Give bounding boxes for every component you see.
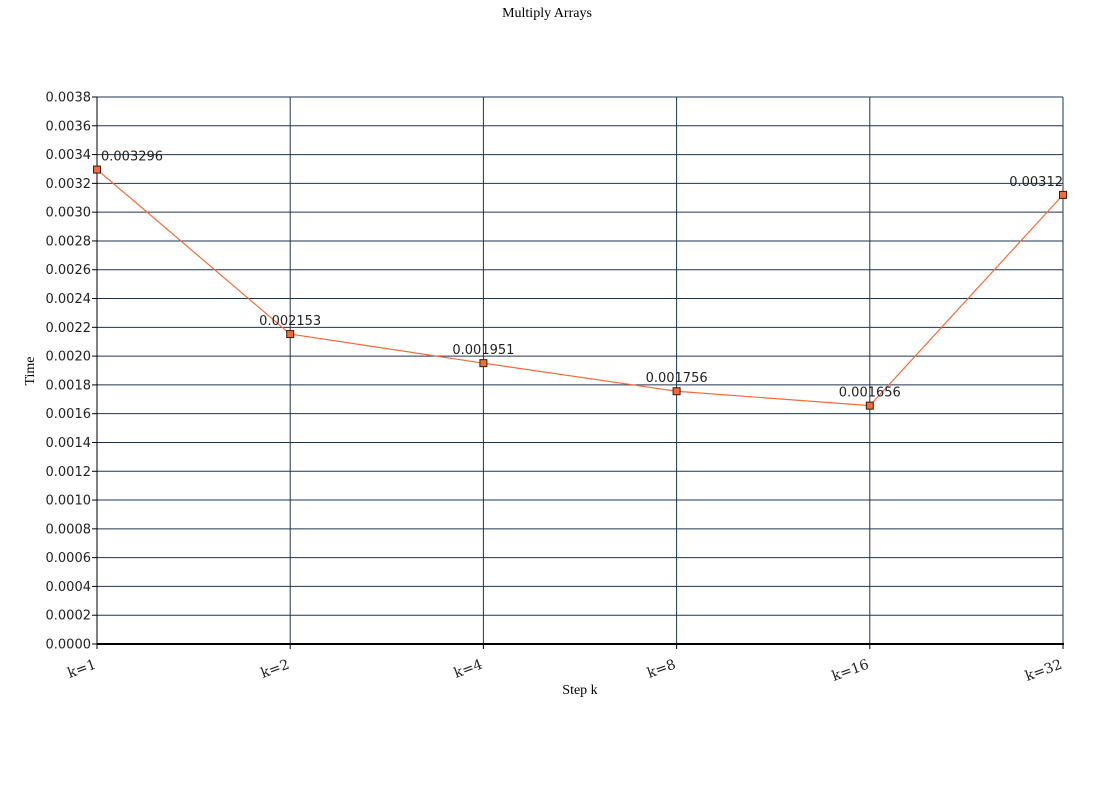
y-tick-label: 0.0006 bbox=[46, 551, 92, 566]
x-tick-label: k=8 bbox=[645, 657, 678, 682]
data-label: 0.001656 bbox=[839, 386, 901, 401]
x-tick-label: k=4 bbox=[452, 657, 485, 682]
y-axis-label: Time bbox=[23, 356, 38, 385]
series-group: 0.003296 0.002153 0.001951 0.001756 0.001656… bbox=[93, 150, 1067, 410]
x-axis-label: Step k bbox=[562, 683, 597, 698]
data-label: 0.001756 bbox=[646, 371, 708, 386]
y-tick-label: 0.0032 bbox=[46, 177, 92, 192]
y-tick-label: 0.0028 bbox=[46, 234, 92, 249]
x-tick-label: k=2 bbox=[259, 657, 292, 682]
y-tick-label: 0.0024 bbox=[46, 292, 92, 307]
y-tick-label: 0.0022 bbox=[46, 321, 92, 336]
data-point-marker bbox=[286, 330, 295, 339]
x-tick-label: k=16 bbox=[830, 657, 871, 685]
y-tick-label: 0.0000 bbox=[46, 638, 92, 653]
y-tick-label: 0.0018 bbox=[46, 378, 92, 393]
y-tick-label: 0.0014 bbox=[46, 436, 92, 451]
y-tick-label: 0.0004 bbox=[46, 580, 92, 595]
data-label: 0.001951 bbox=[452, 343, 514, 358]
x-axis-ticks: k=1 k=2 k=4 k=8 k=16 k=32 bbox=[66, 644, 1064, 685]
y-tick-label: 0.0010 bbox=[46, 494, 92, 509]
y-tick-label: 0.0012 bbox=[46, 465, 92, 480]
grid bbox=[96, 96, 1064, 645]
x-tick-label: k=32 bbox=[1023, 657, 1064, 685]
data-label: 0.00312 bbox=[1009, 175, 1063, 190]
y-tick-label: 0.0016 bbox=[46, 407, 92, 422]
data-point-marker bbox=[865, 401, 874, 410]
series-line bbox=[96, 169, 1064, 407]
y-tick-label: 0.0002 bbox=[46, 609, 92, 624]
y-tick-label: 0.0038 bbox=[46, 91, 92, 106]
chart-title: Multiply Arrays bbox=[502, 6, 592, 21]
y-tick-label: 0.0030 bbox=[46, 206, 92, 221]
y-axis-ticks: 0.0000 0.0002 0.0004 0.0006 0.0008 0.0010 0.00… bbox=[46, 91, 97, 653]
y-tick-label: 0.0034 bbox=[46, 148, 92, 163]
y-tick-label: 0.0036 bbox=[46, 119, 92, 134]
y-tick-label: 0.0020 bbox=[46, 350, 92, 365]
y-tick-label: 0.0008 bbox=[46, 522, 92, 537]
data-label: 0.002153 bbox=[259, 314, 321, 329]
y-tick-label: 0.0026 bbox=[46, 263, 92, 278]
x-tick-label: k=1 bbox=[66, 657, 99, 682]
data-point-marker bbox=[479, 359, 488, 368]
data-point-marker bbox=[93, 165, 101, 174]
data-label: 0.003296 bbox=[101, 150, 163, 165]
data-point-marker bbox=[1059, 190, 1067, 199]
data-point-marker bbox=[672, 387, 681, 396]
